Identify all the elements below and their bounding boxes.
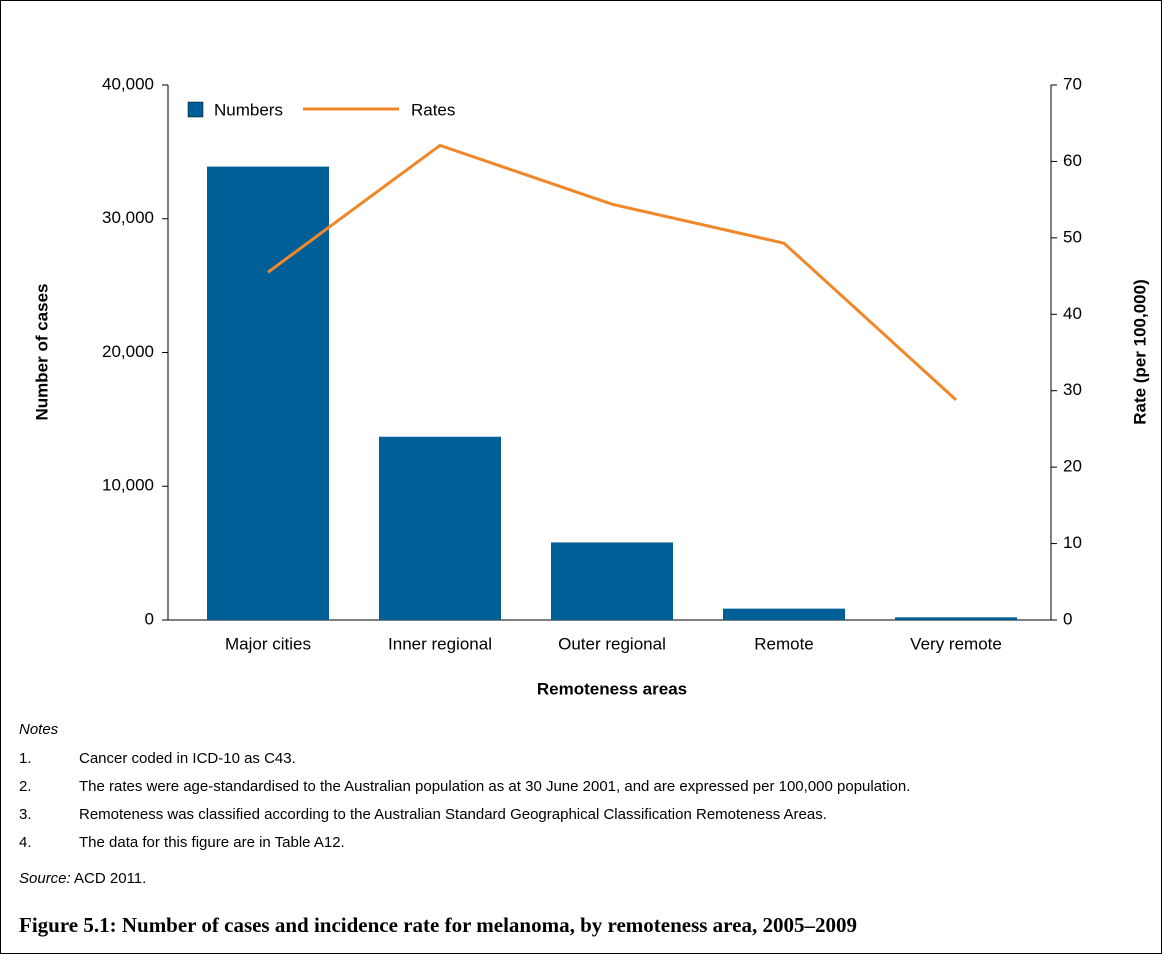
note-text: The data for this figure are in Table A1…	[79, 834, 345, 851]
note: 2. The rates were age-standardised to the…	[19, 778, 910, 806]
x-tick-label: Very remote	[910, 634, 1002, 653]
note: 1. Cancer coded in ICD-10 as C43.	[19, 750, 910, 778]
bar	[207, 166, 329, 620]
y-tick-label: 10,000	[102, 476, 154, 495]
note: 3. Remoteness was classified according to…	[19, 806, 910, 834]
y2-tick-label: 40	[1063, 304, 1082, 323]
source-text: ACD 2011.	[70, 870, 147, 887]
notes-title: Notes	[19, 721, 59, 738]
y-tick-label: 30,000	[102, 208, 154, 227]
y-tick-label: 20,000	[102, 342, 154, 361]
x-tick-label: Major cities	[225, 634, 311, 653]
y2-tick-label: 0	[1063, 609, 1072, 628]
y2-tick-label: 70	[1063, 74, 1082, 93]
note: 4. The data for this figure are in Table …	[19, 834, 910, 862]
y2-axis-title: Rate (per 100,000)	[1130, 279, 1149, 425]
source: Source: ACD 2011.	[19, 870, 910, 887]
y2-tick-label: 20	[1063, 457, 1082, 476]
note-number: 3.	[19, 806, 32, 823]
note-text: Remoteness was classified according to t…	[79, 806, 827, 823]
y2-tick-label: 30	[1063, 380, 1082, 399]
x-tick-label: Inner regional	[388, 634, 492, 653]
note-number: 4.	[19, 834, 32, 851]
line	[267, 143, 958, 401]
source-label: Source:	[19, 870, 71, 887]
legend-label: Rates	[411, 100, 455, 119]
x-tick-label: Remote	[754, 634, 814, 653]
chart: Remoteness areas Number of cases Rate (p…	[32, 74, 1149, 698]
note-text: The rates were age-standardised to the A…	[79, 778, 911, 795]
y2-tick-label: 50	[1063, 227, 1082, 246]
y-axis-title: Number of cases	[32, 284, 51, 421]
bar	[551, 542, 673, 620]
bar	[379, 436, 501, 620]
x-tick-label: Outer regional	[558, 634, 666, 653]
x-axis-title: Remoteness areas	[537, 679, 687, 698]
y2-tick-label: 60	[1063, 151, 1082, 170]
notes: Notes 1. Cancer coded in ICD-10 as C43. 2.…	[19, 721, 910, 887]
y-tick-label: 0	[145, 609, 154, 628]
note-text: Cancer coded in ICD-10 as C43.	[79, 750, 296, 767]
y2-tick-label: 10	[1063, 533, 1082, 552]
y-tick-label: 40,000	[102, 74, 154, 93]
note-number: 1.	[19, 750, 32, 767]
bar	[895, 617, 1017, 620]
figure-caption: Figure 5.1: Number of cases and incidenc…	[19, 913, 857, 937]
note-number: 2.	[19, 778, 32, 795]
bar	[723, 608, 845, 620]
legend-label: Numbers	[214, 100, 283, 119]
legend-swatch	[187, 101, 204, 118]
